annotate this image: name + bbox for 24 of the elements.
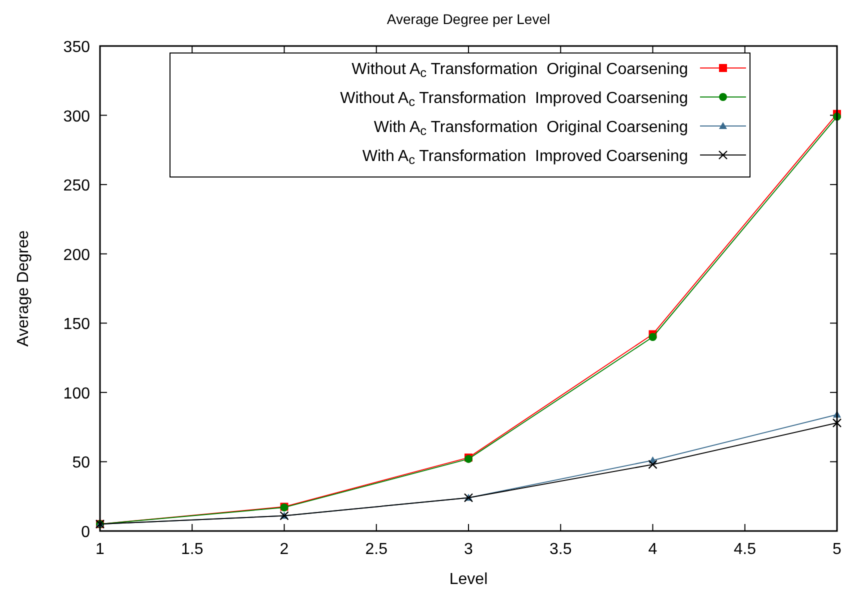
x-tick-label: 5 <box>832 541 842 558</box>
x-tick-label: 3 <box>464 541 474 558</box>
legend-label: Without A$_{c}$ Transformation Original Coarsening <box>352 61 688 80</box>
y-tick-label: 100 <box>63 385 90 402</box>
legend-label: Without A$_{c}$ Transformation Improved Coarsening <box>340 90 688 110</box>
y-tick-label: 150 <box>63 316 90 334</box>
y-tick-label: 200 <box>63 246 90 264</box>
y-tick-label: 0 <box>81 524 90 541</box>
x-tick-label: 1 <box>96 541 105 558</box>
y-tick-label: 250 <box>63 178 90 195</box>
y-tick-label: 50 <box>72 454 90 472</box>
x-tick-label: 4.5 <box>734 541 756 558</box>
x-tick-label: 2.5 <box>365 541 388 558</box>
y-tick-label: 350 <box>63 39 90 56</box>
y-tick-label: 300 <box>63 108 90 126</box>
x-tick-label: 3.5 <box>550 541 572 558</box>
y-axis-title: Average Degree <box>15 230 32 347</box>
x-tick-label: 4 <box>648 541 658 558</box>
x-axis-title: Level <box>449 571 488 588</box>
x-tick-label: 1.5 <box>181 541 204 558</box>
legend-label: With A$_{c}$ Transformation Original Coarsening <box>374 119 688 138</box>
legend-label: With A$_{c}$ Transformation Improved Coarsening <box>362 148 688 168</box>
chart-title: Average Degree per Level <box>386 11 550 27</box>
x-tick-label: 2 <box>280 541 289 558</box>
